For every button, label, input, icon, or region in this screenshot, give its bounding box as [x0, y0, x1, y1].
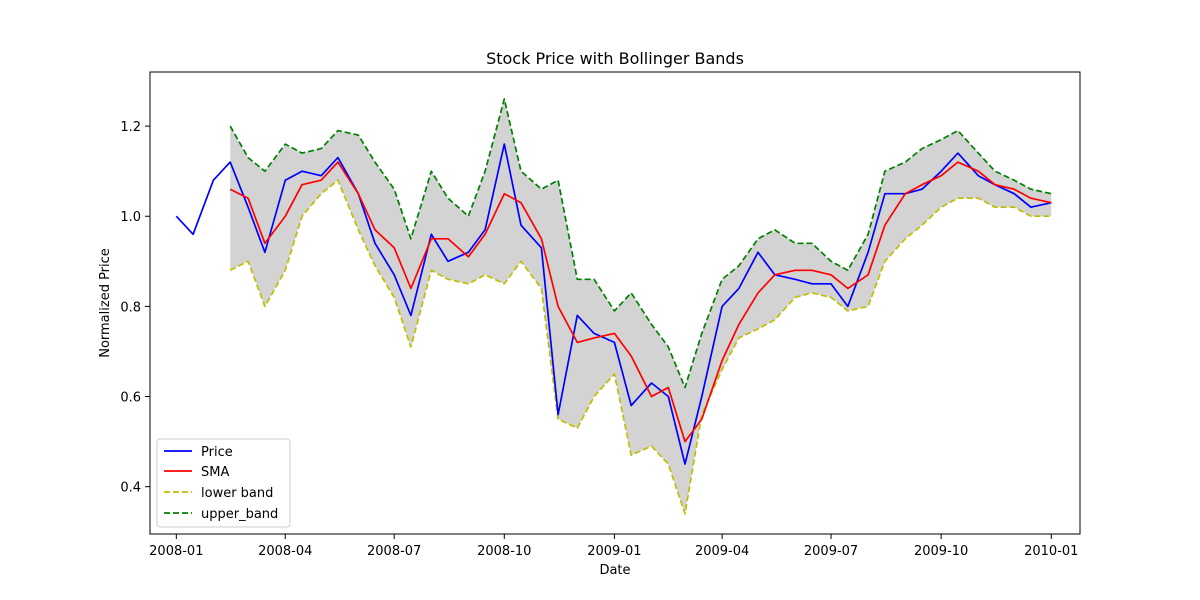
plot-content [175, 98, 1052, 515]
x-tick-label: 2008-04 [258, 544, 312, 559]
y-tick-label: 1.2 [120, 120, 141, 135]
y-axis-label: Normalized Price [98, 248, 113, 358]
x-tick-label: 2009-07 [804, 544, 858, 559]
series-line-lower-band [229, 179, 1052, 515]
plot-frame [149, 71, 1081, 535]
x-tick-label: 2009-04 [695, 544, 749, 559]
x-tick-label: 2008-07 [367, 544, 421, 559]
x-tick-label: 2009-01 [587, 544, 641, 559]
x-tick-label: 2008-01 [149, 544, 203, 559]
x-axis-ticks: 2008-01 2008-04 2008-07 2008-10 2009-01 2009-… [149, 534, 1078, 559]
x-axis-label: Date [599, 563, 630, 578]
x-tick-label: 2010-01 [1024, 544, 1078, 559]
y-tick-label: 0.8 [120, 300, 141, 315]
y-tick-label: 0.6 [120, 391, 141, 406]
chart-title: Stock Price with Bollinger Bands [486, 49, 744, 68]
y-tick-label: 1.0 [120, 210, 141, 225]
series-line-upper-band [229, 98, 1052, 389]
legend-label-lower-band: lower band [201, 486, 273, 501]
legend: Price SMA lower band upper_band [156, 438, 291, 528]
series-line-sma [229, 161, 1052, 443]
x-tick-label: 2009-10 [914, 544, 968, 559]
y-axis-ticks: 0.4 0.6 0.8 1.0 1.2 [120, 120, 150, 496]
legend-box [156, 438, 291, 528]
legend-label-price: Price [201, 445, 233, 460]
legend-label-sma: SMA [201, 465, 229, 480]
y-tick-label: 0.4 [120, 481, 141, 496]
x-tick-label: 2008-10 [477, 544, 531, 559]
legend-label-upper-band: upper_band [201, 507, 278, 522]
bollinger-band-fill [230, 99, 1052, 514]
